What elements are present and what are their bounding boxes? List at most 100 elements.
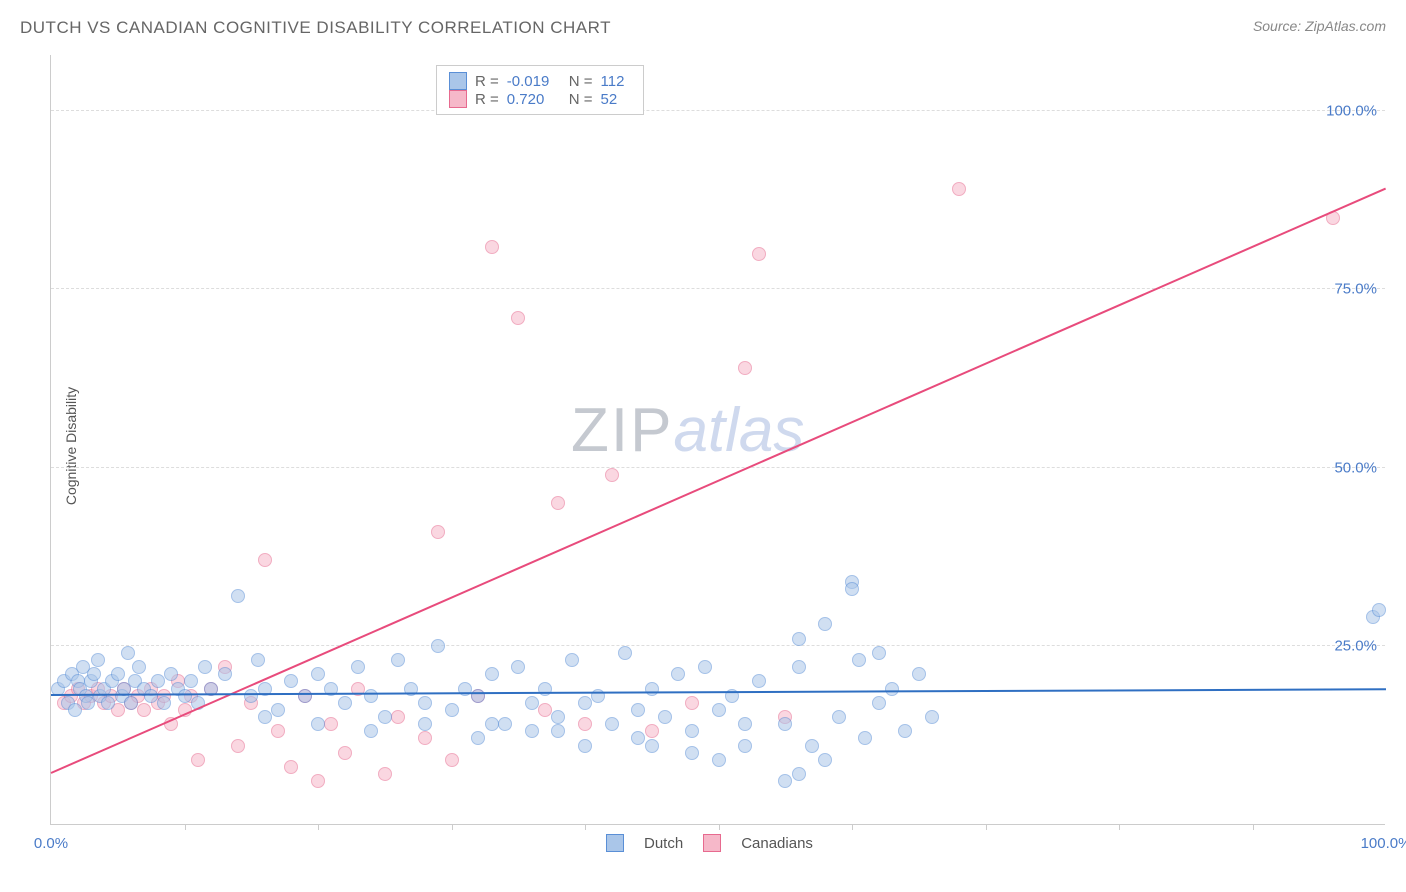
n-value: 52	[601, 91, 631, 108]
dutch-point	[872, 696, 886, 710]
gridline	[51, 288, 1385, 289]
canadians-point	[685, 696, 699, 710]
canadians-point	[324, 717, 338, 731]
dutch-point	[271, 703, 285, 717]
canadians-point	[191, 753, 205, 767]
dutch-point	[351, 660, 365, 674]
canadians-point	[258, 553, 272, 567]
dutch-point	[712, 703, 726, 717]
dutch-point	[498, 717, 512, 731]
canadians-legend-swatch	[703, 834, 721, 852]
dutch-point	[218, 667, 232, 681]
dutch-point	[792, 767, 806, 781]
dutch-point	[1372, 603, 1386, 617]
canadians-point	[137, 703, 151, 717]
dutch-point	[485, 667, 499, 681]
dutch-point	[832, 710, 846, 724]
gridline	[51, 467, 1385, 468]
dutch-point	[525, 724, 539, 738]
canadians-point	[605, 468, 619, 482]
canadians-point	[431, 525, 445, 539]
dutch-point	[551, 724, 565, 738]
canadians-point	[338, 746, 352, 760]
canadians-point	[538, 703, 552, 717]
dutch-point	[792, 632, 806, 646]
dutch-point	[885, 682, 899, 696]
canadians-point	[578, 717, 592, 731]
dutch-point	[164, 667, 178, 681]
x-tick	[185, 824, 186, 830]
watermark-atlas: atlas	[673, 396, 804, 465]
r-label: R =	[475, 91, 499, 108]
canadians-point	[271, 724, 285, 738]
dutch-point	[631, 703, 645, 717]
dutch-point	[418, 717, 432, 731]
x-tick	[452, 824, 453, 830]
dutch-point	[698, 660, 712, 674]
x-tick-label: 100.0%	[1361, 835, 1406, 852]
dutch-point	[418, 696, 432, 710]
x-tick	[1119, 824, 1120, 830]
dutch-point	[685, 724, 699, 738]
dutch-point	[91, 653, 105, 667]
y-tick-label: 25.0%	[1334, 637, 1377, 654]
dutch-point	[818, 753, 832, 767]
dutch-point	[792, 660, 806, 674]
watermark-zip: ZIP	[571, 396, 673, 465]
x-tick-label: 0.0%	[34, 835, 68, 852]
dutch-point	[151, 674, 165, 688]
dutch-point	[618, 646, 632, 660]
canadians-point	[418, 731, 432, 745]
dutch-point	[311, 667, 325, 681]
series-legend: DutchCanadians	[606, 834, 813, 852]
canadians-point	[952, 182, 966, 196]
dutch-point	[605, 717, 619, 731]
dutch-point	[284, 674, 298, 688]
dutch-point	[565, 653, 579, 667]
dutch-point	[178, 689, 192, 703]
dutch-point	[658, 710, 672, 724]
stats-row-dutch: R = -0.019N = 112	[449, 72, 631, 90]
dutch-point	[132, 660, 146, 674]
dutch-point	[144, 689, 158, 703]
y-tick-label: 75.0%	[1334, 281, 1377, 298]
r-label: R =	[475, 73, 499, 90]
dutch-point	[87, 667, 101, 681]
dutch-point	[805, 739, 819, 753]
dutch-point	[121, 646, 135, 660]
canadians-point	[378, 767, 392, 781]
dutch-point	[184, 674, 198, 688]
dutch-point	[364, 724, 378, 738]
dutch-point	[645, 739, 659, 753]
canadians-swatch	[449, 90, 467, 108]
dutch-point	[578, 739, 592, 753]
canadians-trendline	[51, 188, 1387, 774]
stats-row-canadians: R = 0.720N = 52	[449, 90, 631, 108]
gridline	[51, 110, 1385, 111]
dutch-point	[778, 774, 792, 788]
dutch-point	[391, 653, 405, 667]
dutch-point	[738, 717, 752, 731]
dutch-point	[445, 703, 459, 717]
dutch-point	[845, 582, 859, 596]
dutch-point	[511, 660, 525, 674]
dutch-point	[578, 696, 592, 710]
canadians-point	[311, 774, 325, 788]
x-tick	[719, 824, 720, 830]
x-tick	[585, 824, 586, 830]
dutch-point	[898, 724, 912, 738]
dutch-point	[124, 696, 138, 710]
dutch-point	[68, 703, 82, 717]
dutch-point	[551, 710, 565, 724]
dutch-point	[231, 589, 245, 603]
canadians-point	[738, 361, 752, 375]
x-tick	[1253, 824, 1254, 830]
source-attribution: Source: ZipAtlas.com	[1253, 18, 1386, 34]
dutch-point	[712, 753, 726, 767]
dutch-point	[251, 653, 265, 667]
x-tick	[986, 824, 987, 830]
chart-title: DUTCH VS CANADIAN COGNITIVE DISABILITY C…	[20, 18, 611, 38]
y-tick-label: 100.0%	[1326, 103, 1377, 120]
dutch-point	[852, 653, 866, 667]
plot-area: ZIPatlas 25.0%50.0%75.0%100.0%0.0%100.0%…	[50, 55, 1385, 825]
